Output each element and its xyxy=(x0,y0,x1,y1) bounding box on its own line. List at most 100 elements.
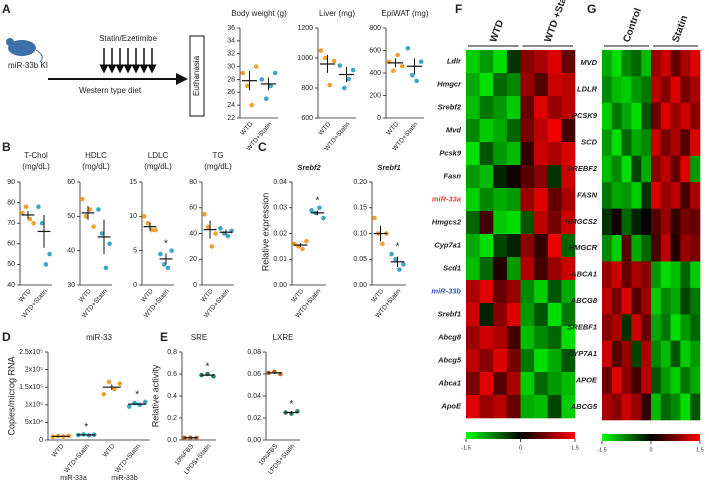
y-tick-label: 0.10 xyxy=(353,230,367,237)
heatmap-cell xyxy=(493,234,508,258)
heatmap-cell xyxy=(520,73,535,97)
heatmap-cell xyxy=(670,129,681,157)
heatmap-cell xyxy=(493,96,508,120)
heatmap-cell xyxy=(547,188,562,212)
heatmap-cell xyxy=(690,367,701,394)
data-point xyxy=(137,402,143,408)
y-tick-label: 28 xyxy=(227,76,235,83)
significance-mark: * xyxy=(316,195,320,206)
heatmap-cell xyxy=(534,303,549,327)
heatmap-cell xyxy=(561,395,576,419)
dose-arrows xyxy=(99,48,157,74)
row-label: miR-33a xyxy=(432,194,461,203)
data-point xyxy=(389,251,394,257)
chart-subtitle: (mg/dL) xyxy=(22,162,50,171)
heatmap-cell xyxy=(670,261,681,289)
heatmap-cell xyxy=(621,208,632,236)
heatmap-cell xyxy=(680,340,691,368)
heatmap-cell xyxy=(466,234,480,258)
heatmap-cell xyxy=(547,50,562,74)
data-point xyxy=(117,381,123,386)
heatmap-cell xyxy=(611,76,622,104)
row-label: Hmgcs2 xyxy=(432,217,462,226)
data-point xyxy=(321,215,326,221)
y-tick-label: 34 xyxy=(227,38,235,45)
heatmap-cell xyxy=(479,234,494,258)
column-group-label: Control xyxy=(621,7,644,44)
heatmap-cell xyxy=(520,303,535,327)
y-tick-label: 30 xyxy=(227,63,235,70)
panel-letter: A xyxy=(2,2,11,16)
heatmap-cell xyxy=(479,142,494,166)
y-tick-label: 0.02 xyxy=(273,230,287,237)
column-group-label: WTD +Statin xyxy=(543,0,574,44)
y-tick-label: 0.0 xyxy=(167,437,177,444)
heatmap-cell xyxy=(621,287,632,315)
data-point xyxy=(161,262,167,267)
heatmap-cell xyxy=(506,395,521,419)
data-point xyxy=(341,85,347,91)
heatmap-cell xyxy=(561,372,576,396)
heatmap-cell xyxy=(602,182,613,209)
data-point xyxy=(47,251,52,257)
heatmap-cell xyxy=(631,261,642,289)
column-group-label: WTD xyxy=(488,19,506,44)
schematic: miR-33b KI Statin/Ezetimibe Western type… xyxy=(6,34,205,117)
column-group-label: Statin xyxy=(670,14,690,44)
x-tick-label: WTD xyxy=(239,121,254,137)
heatmap-cell xyxy=(690,314,701,342)
heatmap-cell xyxy=(493,257,508,281)
y-tick-label: 0 xyxy=(377,115,381,122)
heatmap-cell xyxy=(534,211,549,235)
heatmap-cell xyxy=(506,73,521,97)
heatmap-cell xyxy=(660,367,671,394)
y-tick-label: 36 xyxy=(227,25,235,32)
y-tick-label: 0.00 xyxy=(247,437,261,444)
heatmap-cell xyxy=(493,50,508,74)
data-point xyxy=(39,220,45,226)
heatmap-cell xyxy=(561,96,576,120)
heatmap-cell xyxy=(534,372,549,396)
heatmap-cell xyxy=(547,142,562,166)
heatmap-cell xyxy=(651,367,662,394)
heatmap-cell xyxy=(651,102,662,130)
heatmap-cell xyxy=(680,261,691,289)
row-label: ABCG8 xyxy=(570,296,598,305)
row-label: miR-33b xyxy=(431,286,461,295)
heatmap-cell xyxy=(621,340,632,368)
heatmap-cell xyxy=(547,73,562,97)
x-tick-label: WTD xyxy=(317,121,332,137)
data-point xyxy=(317,205,322,211)
heatmap-cell xyxy=(520,211,535,235)
data-point xyxy=(158,251,163,257)
heatmap-cell xyxy=(651,314,662,342)
heatmap-cell xyxy=(466,326,480,350)
row-label: ABCG5 xyxy=(570,402,598,411)
heatmap-cell xyxy=(651,50,662,77)
heatmap-cell xyxy=(631,50,642,77)
heatmap-cell xyxy=(534,349,549,373)
y-axis-label: Relative expression xyxy=(260,193,270,272)
heatmap-cell xyxy=(611,367,622,394)
heatmap-cell xyxy=(547,395,562,419)
data-point xyxy=(322,55,328,61)
heatmap-cell xyxy=(547,119,562,143)
heatmap-cell xyxy=(641,129,652,157)
data-point xyxy=(225,233,231,239)
heatmap-cell xyxy=(493,303,508,327)
heatmap-cell xyxy=(466,119,480,143)
heatmap-cell xyxy=(690,340,701,368)
y-tick-label: 0.15 xyxy=(353,205,367,212)
data-point xyxy=(331,58,337,64)
heatmap-cell xyxy=(670,235,681,262)
data-point xyxy=(304,238,309,244)
data-point xyxy=(218,226,223,231)
heatmap-cell xyxy=(479,211,494,235)
heatmap-cell xyxy=(660,76,671,104)
panel-letter: D xyxy=(2,330,11,344)
data-point xyxy=(149,227,155,233)
heatmap-cell xyxy=(534,280,549,304)
data-point xyxy=(126,404,132,409)
chart-title: Body weight (g) xyxy=(231,9,287,18)
y-tick-label: 400 xyxy=(369,70,381,77)
